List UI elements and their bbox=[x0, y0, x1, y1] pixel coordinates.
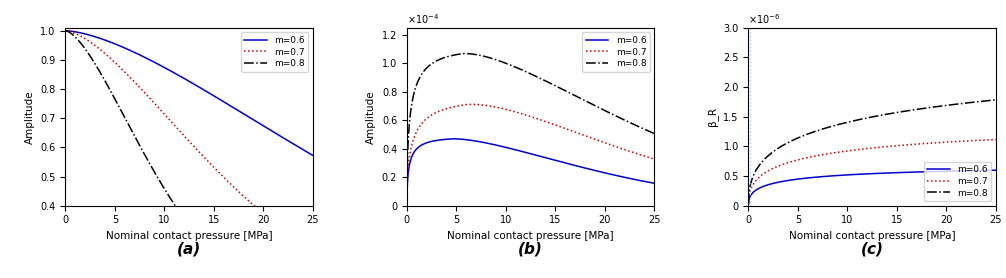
X-axis label: Nominal contact pressure [MPa]: Nominal contact pressure [MPa] bbox=[448, 231, 614, 241]
Y-axis label: Amplitude: Amplitude bbox=[366, 90, 376, 143]
X-axis label: Nominal contact pressure [MPa]: Nominal contact pressure [MPa] bbox=[106, 231, 273, 241]
Legend: m=0.6, m=0.7, m=0.8: m=0.6, m=0.7, m=0.8 bbox=[924, 162, 992, 201]
Legend: m=0.6, m=0.7, m=0.8: m=0.6, m=0.7, m=0.8 bbox=[240, 32, 309, 72]
Text: $\times 10^{-6}$: $\times 10^{-6}$ bbox=[748, 13, 781, 26]
Text: (a): (a) bbox=[177, 241, 201, 256]
Text: (b): (b) bbox=[518, 241, 543, 256]
Legend: m=0.6, m=0.7, m=0.8: m=0.6, m=0.7, m=0.8 bbox=[582, 32, 650, 72]
X-axis label: Nominal contact pressure [MPa]: Nominal contact pressure [MPa] bbox=[789, 231, 956, 241]
Text: (c): (c) bbox=[861, 241, 883, 256]
Y-axis label: Amplitude: Amplitude bbox=[25, 90, 35, 143]
Y-axis label: β_R: β_R bbox=[707, 107, 717, 126]
Text: $\times 10^{-4}$: $\times 10^{-4}$ bbox=[406, 13, 440, 26]
